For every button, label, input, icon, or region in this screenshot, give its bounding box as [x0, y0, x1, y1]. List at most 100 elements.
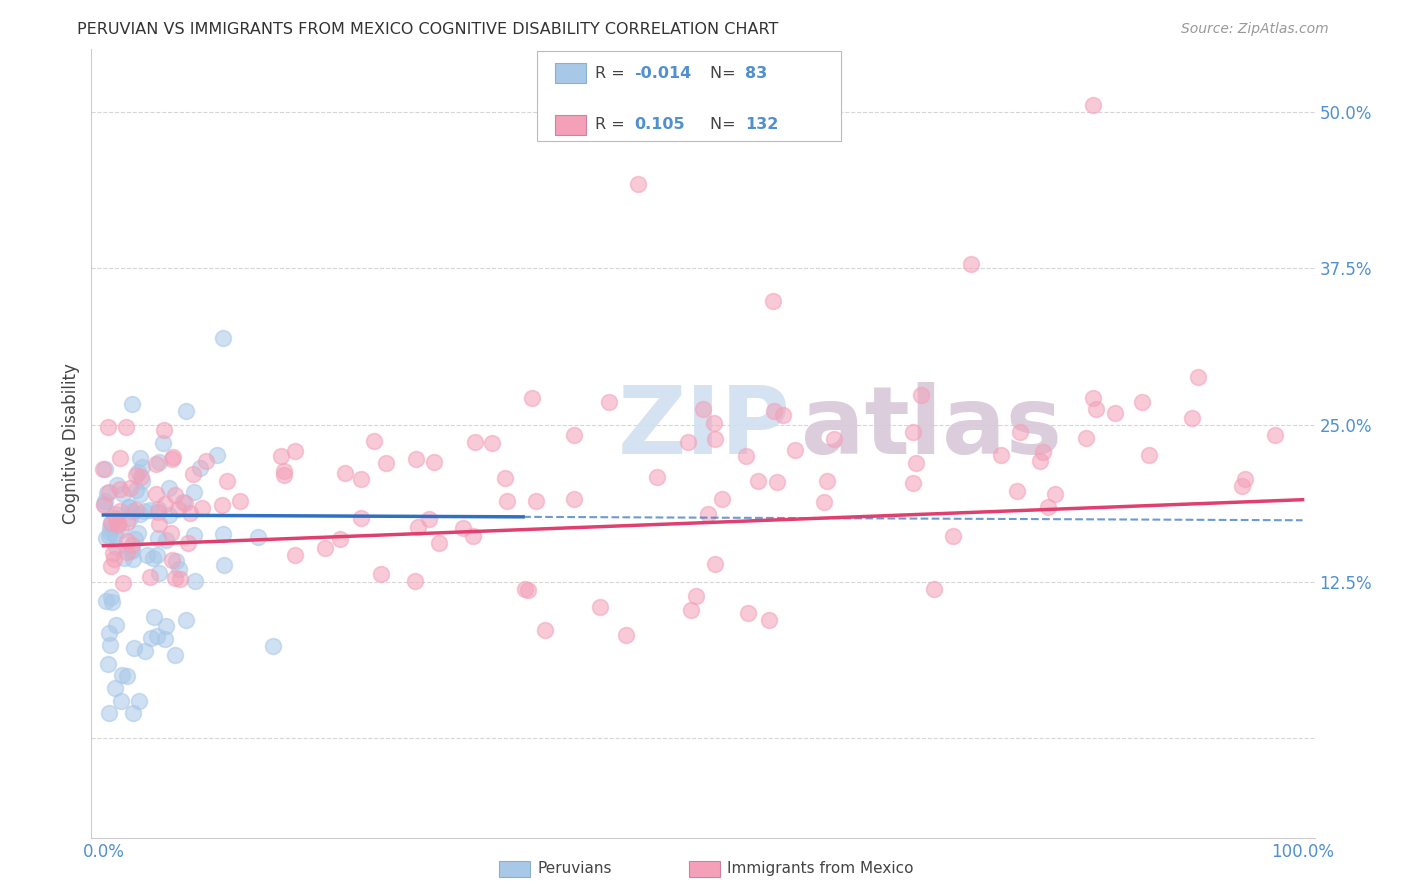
- Point: [1264, 428, 1286, 442]
- Point: [121, 542, 143, 557]
- Point: [418, 511, 440, 525]
- Point: [598, 395, 620, 409]
- Point: [125, 503, 148, 517]
- Point: [375, 456, 398, 470]
- Point: [207, 448, 229, 462]
- Point: [990, 448, 1012, 462]
- Point: [97, 657, 120, 672]
- Point: [195, 454, 218, 468]
- Point: [146, 505, 169, 519]
- Point: [162, 450, 184, 464]
- Point: [155, 632, 177, 647]
- Point: [131, 470, 153, 484]
- Point: [534, 623, 557, 637]
- Point: [922, 582, 945, 596]
- Point: [211, 498, 233, 512]
- Point: [1036, 500, 1059, 514]
- Point: [134, 643, 156, 657]
- Point: [98, 521, 121, 535]
- Point: [125, 468, 148, 483]
- Point: [110, 668, 132, 682]
- Point: [1010, 425, 1032, 439]
- Point: [1137, 448, 1160, 462]
- Point: [903, 475, 925, 490]
- Point: [270, 449, 292, 463]
- Point: [120, 543, 142, 558]
- Point: [174, 403, 197, 417]
- Point: [211, 331, 233, 345]
- Point: [115, 545, 138, 559]
- Point: [129, 450, 152, 465]
- Point: [160, 552, 183, 566]
- Point: [110, 524, 132, 538]
- Point: [100, 516, 122, 531]
- Point: [408, 520, 430, 534]
- Point: [627, 177, 650, 191]
- Point: [146, 548, 169, 562]
- Point: [101, 546, 124, 560]
- Point: [131, 460, 153, 475]
- Point: [405, 452, 427, 467]
- Point: [124, 483, 146, 497]
- Point: [110, 693, 132, 707]
- Point: [112, 551, 135, 566]
- Point: [350, 472, 373, 486]
- Point: [172, 494, 194, 508]
- Point: [152, 435, 174, 450]
- Point: [166, 502, 188, 516]
- Point: [142, 551, 165, 566]
- Point: [93, 497, 115, 511]
- Text: atlas: atlas: [801, 382, 1062, 474]
- Point: [120, 510, 142, 524]
- Point: [697, 507, 720, 521]
- Point: [1076, 431, 1098, 445]
- Point: [562, 491, 585, 506]
- Point: [481, 436, 503, 450]
- Point: [183, 528, 205, 542]
- Point: [124, 532, 146, 546]
- Text: PERUVIAN VS IMMIGRANTS FROM MEXICO COGNITIVE DISABILITY CORRELATION CHART: PERUVIAN VS IMMIGRANTS FROM MEXICO COGNI…: [77, 22, 779, 37]
- Point: [143, 610, 166, 624]
- Point: [329, 533, 352, 547]
- Point: [127, 525, 149, 540]
- Point: [758, 613, 780, 627]
- Point: [93, 462, 115, 476]
- Point: [703, 432, 725, 446]
- Point: [614, 628, 637, 642]
- Point: [108, 503, 131, 517]
- Point: [122, 641, 145, 656]
- Point: [129, 487, 152, 501]
- Point: [766, 475, 789, 490]
- Point: [132, 503, 155, 517]
- Point: [94, 462, 117, 476]
- Point: [179, 506, 201, 520]
- Point: [121, 397, 143, 411]
- Point: [181, 467, 204, 481]
- Point: [678, 435, 700, 450]
- Point: [910, 388, 932, 402]
- Text: Peruvians: Peruvians: [537, 862, 612, 876]
- Point: [1032, 445, 1054, 459]
- Point: [516, 582, 538, 597]
- Point: [229, 493, 252, 508]
- Point: [165, 571, 187, 585]
- Point: [110, 450, 132, 465]
- Point: [183, 485, 205, 500]
- Point: [461, 529, 484, 543]
- Point: [815, 475, 838, 489]
- Point: [173, 496, 195, 510]
- Point: [451, 521, 474, 535]
- Point: [960, 257, 983, 271]
- Point: [146, 629, 169, 643]
- Point: [405, 574, 427, 588]
- Point: [247, 530, 270, 544]
- Point: [145, 486, 167, 500]
- Point: [118, 500, 141, 514]
- Point: [427, 536, 450, 550]
- Point: [177, 536, 200, 550]
- Point: [94, 494, 117, 508]
- Point: [157, 508, 180, 522]
- Point: [98, 638, 121, 652]
- Point: [107, 517, 129, 532]
- Point: [139, 570, 162, 584]
